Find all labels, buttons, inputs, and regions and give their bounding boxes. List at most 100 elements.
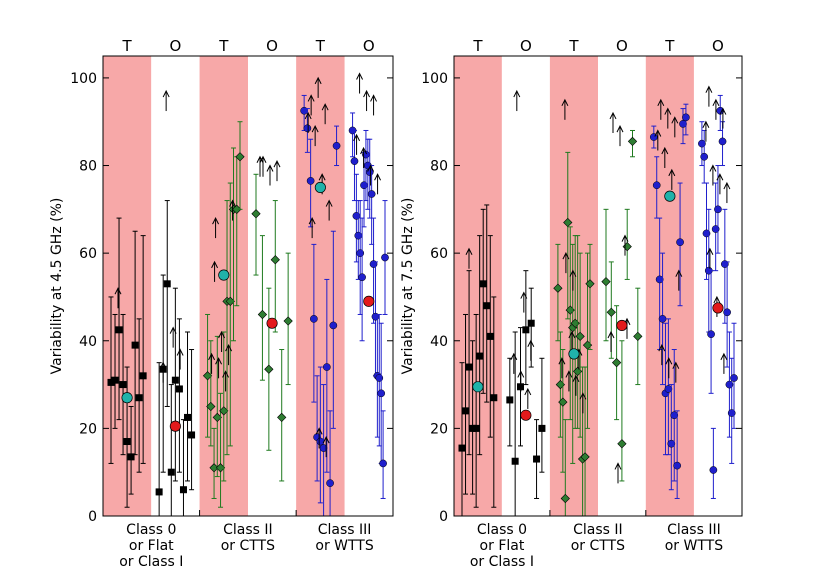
arrow-head — [658, 344, 666, 352]
data-point — [179, 486, 187, 494]
arrow-head — [675, 269, 683, 277]
data-point — [352, 212, 361, 220]
data-point — [354, 231, 363, 240]
lower-limit-arrow — [720, 352, 728, 374]
data-point — [673, 461, 682, 470]
lower-limit-arrow — [465, 247, 473, 269]
data-point — [676, 238, 684, 247]
data-point — [462, 407, 470, 415]
arrow-head — [266, 164, 274, 172]
data-point — [356, 249, 365, 257]
arrow-head — [621, 234, 629, 242]
group-label: Class 0 — [477, 522, 527, 538]
group-label: or Class I — [119, 554, 183, 570]
data-point — [652, 181, 661, 190]
data-point — [627, 136, 638, 147]
data-point — [601, 276, 611, 287]
lower-limit-arrow — [212, 216, 220, 239]
lower-limit-arrow — [353, 133, 361, 155]
data-point — [553, 283, 563, 293]
data-point — [163, 280, 171, 288]
lower-limit-arrow — [665, 357, 673, 379]
arrow-head — [222, 370, 230, 378]
arrow-head — [229, 199, 237, 207]
data-point — [718, 137, 727, 146]
arrow-head — [322, 436, 330, 444]
data-point — [119, 381, 127, 389]
data-point — [277, 412, 287, 423]
lower-limit-arrow — [562, 252, 570, 274]
top-column-label: O — [363, 37, 375, 55]
y-tick-label: 80 — [430, 159, 448, 175]
plot-frame — [102, 55, 394, 517]
lower-limit-arrow — [513, 89, 521, 112]
data-point — [135, 394, 143, 402]
arrow-head — [370, 94, 378, 102]
arrow-head — [363, 89, 371, 98]
arrow-head — [565, 370, 573, 378]
data-point — [558, 397, 568, 407]
data-point — [332, 141, 341, 150]
arrow-head — [719, 107, 727, 115]
data-point — [511, 457, 519, 465]
data-point — [580, 452, 590, 462]
lower-limit-arrow — [558, 357, 566, 379]
arrow-head — [720, 352, 728, 361]
arrow-head — [225, 344, 233, 352]
lower-limit-arrow — [607, 330, 615, 352]
y-tick-label: 60 — [79, 246, 97, 262]
lower-limit-arrow — [114, 287, 122, 309]
arrow-head — [520, 291, 528, 299]
mean-marker-t — [121, 392, 133, 404]
arrow-head — [723, 181, 731, 190]
lower-limit-arrow — [176, 348, 184, 370]
lower-limit-arrow — [315, 427, 323, 449]
lower-limit-arrow — [572, 374, 580, 396]
lower-limit-arrow — [657, 98, 665, 120]
y-tick-label: 100 — [421, 71, 448, 87]
data-point — [611, 358, 622, 368]
group-label: Class II — [573, 522, 623, 538]
arrow-head — [356, 72, 364, 80]
lower-limit-arrow — [308, 216, 316, 239]
data-point — [270, 255, 280, 265]
data-point — [533, 455, 541, 463]
arrow-head — [159, 361, 167, 369]
lower-limit-arrow — [672, 361, 680, 383]
data-point — [723, 308, 731, 317]
arrow-head — [169, 326, 177, 334]
lower-limit-arrow — [561, 98, 569, 120]
arrow-head — [308, 216, 316, 225]
lower-limit-arrow — [225, 344, 233, 366]
data-point — [377, 389, 386, 398]
mean-marker-t — [472, 381, 484, 393]
group-label: Class III — [667, 522, 721, 538]
lower-limit-arrow — [304, 111, 312, 133]
arrow-head — [654, 129, 662, 137]
arrow-head — [513, 89, 521, 98]
data-point — [617, 439, 627, 449]
y-axis-label: Variability at 7.5 GHz (%) — [400, 198, 416, 375]
data-point — [257, 309, 268, 320]
lower-limit-arrow — [363, 89, 371, 112]
lower-limit-arrow — [211, 260, 219, 282]
lower-limit-arrow — [159, 361, 167, 383]
y-tick-label: 0 — [439, 509, 448, 525]
data-point — [472, 424, 480, 432]
data-point — [606, 307, 616, 317]
top-column-label: T — [121, 37, 132, 55]
arrow-head — [568, 330, 576, 339]
group-label: or CTTS — [571, 538, 625, 554]
data-point — [350, 157, 359, 165]
data-point — [465, 363, 473, 371]
arrow-head — [668, 168, 676, 177]
lower-limit-arrow — [266, 164, 274, 186]
data-point — [329, 321, 338, 330]
data-point — [175, 385, 183, 393]
data-point — [310, 315, 318, 323]
lower-limit-arrow — [712, 98, 720, 120]
lower-limit-arrow — [314, 76, 322, 98]
data-point — [184, 413, 192, 421]
